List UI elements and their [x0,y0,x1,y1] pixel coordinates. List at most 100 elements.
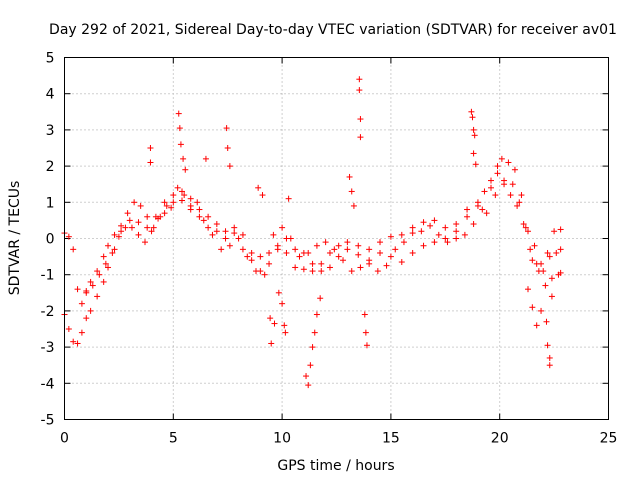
data-point [331,246,338,253]
data-point [318,268,325,275]
data-point [516,199,523,206]
data-point [285,195,292,202]
data-point [94,293,101,300]
data-point [464,213,471,220]
data-point [350,202,357,209]
data-point [548,275,555,282]
data-point [83,287,90,294]
data-point [346,173,353,180]
data-point [501,177,508,184]
data-point [202,155,209,162]
data-point [270,231,277,238]
data-point [366,260,373,267]
data-point [309,344,316,351]
plot-frame [64,57,609,420]
data-point [70,338,77,345]
data-point [307,362,314,369]
y-tick-label: 5 [46,51,55,67]
data-point [105,264,112,271]
y-tick-label: 3 [46,123,55,139]
data-point [344,246,351,253]
data-point [362,329,369,336]
data-point [356,76,363,83]
data-point [248,249,255,256]
data-point [137,202,144,209]
data-point [557,269,564,276]
data-point [509,181,516,188]
data-point [135,231,142,238]
data-point [170,199,177,206]
data-point [148,228,155,235]
x-tick-label: 0 [60,431,69,447]
data-point [398,259,405,266]
data-point [94,268,101,275]
data-point [102,260,109,267]
data-points [61,76,564,389]
data-point [226,163,233,170]
data-point [222,235,229,242]
data-point [224,145,231,151]
data-point [181,192,188,199]
data-point [344,239,351,246]
data-point [279,224,286,231]
data-point [83,315,90,322]
data-point [544,249,551,256]
y-tick-label: 4 [46,87,55,103]
data-point [427,222,434,229]
data-point [444,239,451,246]
grid-lines [64,57,609,420]
data-point [326,264,333,271]
data-point [453,235,460,242]
series-1 [61,177,564,347]
data-point [135,219,142,226]
data-point [470,126,477,133]
data-point [453,228,460,235]
data-point [174,184,181,191]
data-point [124,210,131,217]
data-point [231,224,238,231]
data-point [469,114,476,121]
data-point [520,221,527,228]
data-point [420,242,427,249]
data-point [100,253,107,260]
x-tick-label: 15 [382,431,400,447]
x-axis-label: GPS time / hours [277,458,394,474]
data-point [313,242,320,249]
data-point [483,210,490,217]
data-point [322,239,329,246]
y-tick-label: 1 [46,195,55,211]
data-point [111,246,118,253]
data-point [147,145,154,151]
data-point [361,311,368,318]
data-point [74,286,81,293]
data-point [335,242,342,249]
data-point [492,192,499,199]
data-point [105,242,112,249]
data-point [231,230,238,237]
data-point [317,295,324,302]
data-point [281,322,288,329]
data-point [538,260,545,267]
data-point [161,210,168,217]
data-point [275,289,282,296]
data-point [356,87,363,94]
data-point [348,268,355,275]
data-point [418,228,425,235]
series-2 [83,155,564,294]
data-point [300,266,307,273]
data-point [348,188,355,195]
data-point [557,226,564,233]
data-point [87,278,94,285]
data-point [400,239,407,246]
data-point [122,224,129,231]
data-point [431,217,438,224]
data-point [213,228,220,235]
data-point [387,233,394,240]
data-point [209,231,216,238]
data-point [118,228,125,235]
data-point [196,213,203,220]
data-point [70,246,77,253]
data-point [292,246,299,253]
data-point [464,206,471,213]
